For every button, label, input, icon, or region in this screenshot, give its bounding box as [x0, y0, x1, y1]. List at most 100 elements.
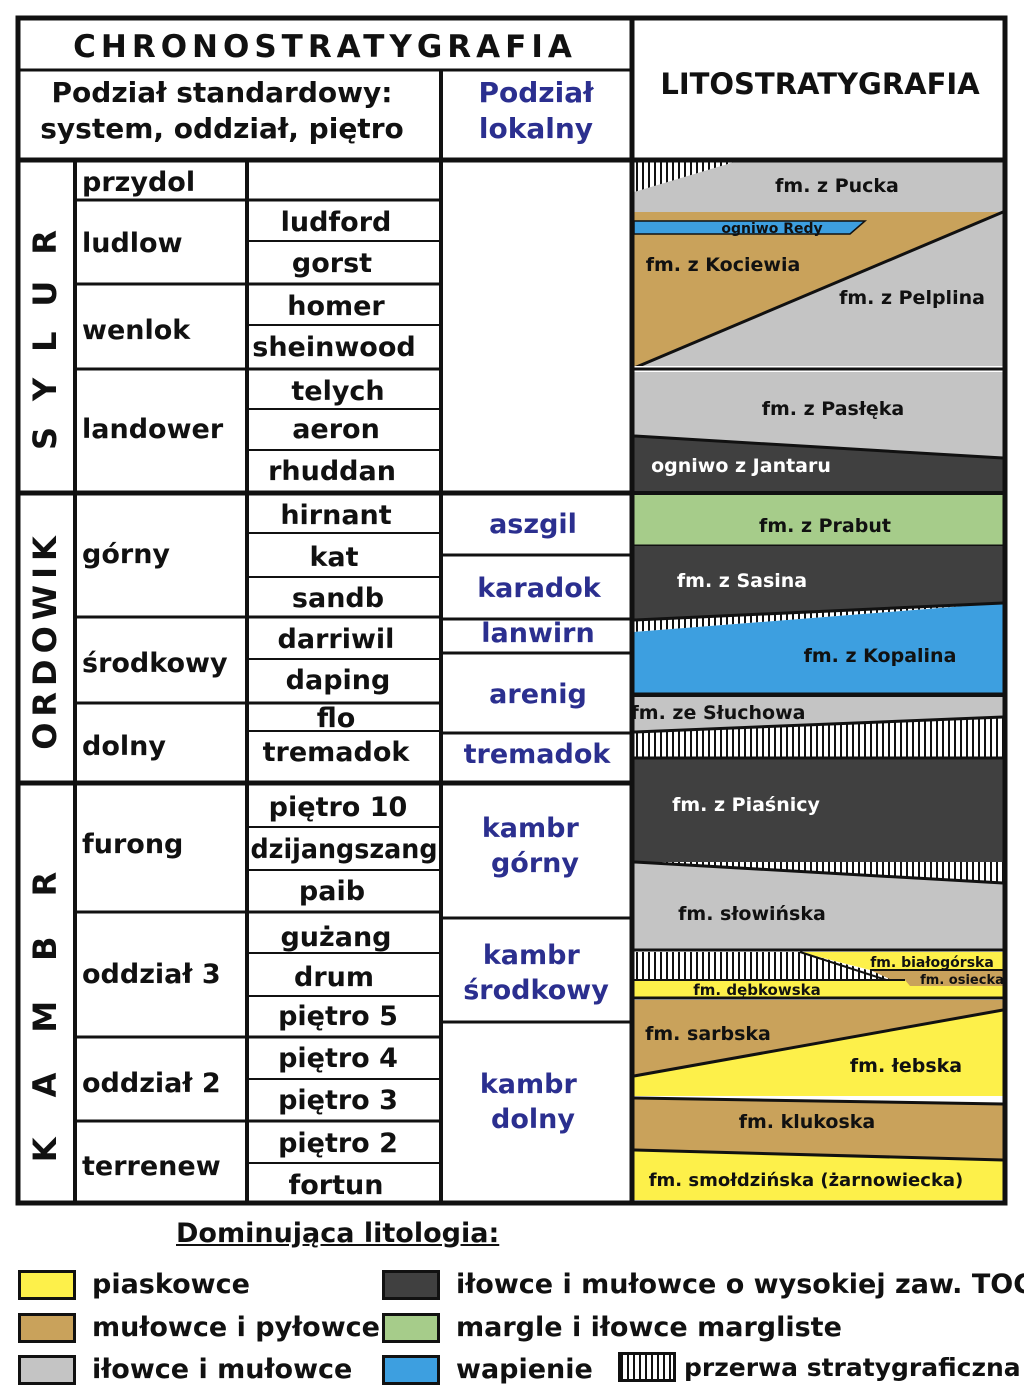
series: przydol ludlow wenlok landower górny śro…	[82, 167, 228, 1182]
system-kambr: KAMBR	[26, 832, 64, 1162]
series-dolny: dolny	[82, 731, 166, 762]
series-terrenew: terrenew	[82, 1151, 221, 1182]
formation-debkowska	[634, 980, 1003, 998]
legend-swatch-claystone	[18, 1354, 76, 1385]
label-debkowska: fm. dębkowska	[693, 981, 821, 999]
label-jantaru: ogniwo z Jantaru	[651, 455, 831, 477]
local-kambr-gorny: kambr górny	[482, 813, 588, 879]
stage: homer	[287, 291, 385, 322]
stage: gorst	[292, 248, 372, 279]
legend-swatch-marl	[382, 1312, 440, 1343]
system-ordowik: ORDOWIK	[26, 530, 64, 750]
label-kociewia: fm. z Kociewia	[646, 254, 801, 276]
legend-label: wapienie	[456, 1354, 593, 1385]
local-tremadok: tremadok	[464, 739, 612, 770]
stage: fortun	[289, 1170, 384, 1201]
legend-item-toc: iłowce i mułowce o wysokiej zaw. TOC	[382, 1269, 1024, 1300]
formation-kopalina	[634, 603, 1003, 694]
gap-bialogorska	[634, 952, 905, 980]
label-smoldzinska: fm. smołdzińska (żarnowiecka)	[649, 1170, 964, 1191]
label-osiecka: fm. osiecka	[920, 973, 1004, 988]
stage: telych	[291, 376, 384, 407]
gap-sluchowa	[634, 717, 1003, 760]
local-kambr-srodkowy-text: kambr	[483, 940, 581, 971]
local-karadok: karadok	[477, 573, 602, 604]
stage: gużang	[280, 922, 391, 953]
label-pasleka: fm. z Pasłęka	[762, 398, 905, 420]
stage: aeron	[292, 414, 380, 445]
stage: piętro 4	[278, 1043, 398, 1074]
label-pucka: fm. z Pucka	[775, 175, 899, 197]
legend-item-mudstone: mułowce i pyłowce	[18, 1312, 380, 1343]
system-sylur: SYLUR	[26, 204, 64, 450]
stage: tremadok	[263, 737, 411, 768]
header-local-line2: lokalny	[479, 112, 593, 145]
stage: paib	[299, 876, 365, 907]
series-ludlow: ludlow	[82, 228, 183, 259]
header-chrono: CHRONOSTRATYGRAFIA	[73, 29, 577, 65]
stage: dzijangszang	[251, 834, 438, 865]
legend-swatch-gap	[618, 1352, 676, 1382]
formation-slowinska	[634, 862, 1003, 950]
stage: kat	[309, 542, 358, 573]
stage: hirnant	[280, 500, 391, 531]
header-local-line1: Podział	[479, 76, 595, 109]
stage: ludford	[281, 207, 392, 238]
formation-sarbska	[634, 1000, 1003, 1076]
stage: darriwil	[278, 624, 395, 655]
local-lanwirn: lanwirn	[481, 618, 594, 649]
formation-pasleka	[634, 372, 1003, 458]
formation-sluchowa	[634, 697, 1003, 732]
series-oddzial-3: oddział 3	[82, 959, 221, 990]
legend-label: iłowce i mułowce	[92, 1354, 353, 1385]
stage: piętro 5	[278, 1001, 398, 1032]
stages: ludford gorst homer sheinwood telych aer…	[251, 207, 438, 1201]
label-kopalina: fm. z Kopalina	[804, 645, 957, 667]
series-przydol: przydol	[82, 167, 195, 198]
stage: sheinwood	[252, 332, 415, 363]
header-standard-line2: system, oddział, piętro	[40, 112, 403, 145]
legend-title: Dominująca litologia:	[176, 1218, 500, 1249]
formation-labels: fm. z Pucka ogniwo Redy fm. z Kociewia f…	[631, 175, 1004, 1191]
stage: daping	[286, 665, 391, 696]
systems: SYLUR ORDOWIK KAMBR	[26, 204, 64, 1162]
formation-lebska	[634, 1010, 1003, 1096]
legend-swatch-sandstone	[18, 1269, 76, 1300]
stage: piętro 2	[278, 1128, 398, 1159]
legend-label: mułowce i pyłowce	[92, 1312, 380, 1343]
legend-swatch-toc	[382, 1269, 440, 1300]
local-kambr-dolny: kambr dolny	[480, 1069, 586, 1135]
legend-swatch-limestone	[382, 1354, 440, 1385]
legend-swatch-mudstone	[18, 1312, 76, 1343]
label-piasnicy: fm. z Piaśnicy	[672, 794, 820, 816]
local-kambr-gorny-text: kambr	[482, 813, 580, 844]
formation-prabut	[634, 494, 1003, 546]
series-wenlok: wenlok	[82, 315, 191, 346]
label-lebska: fm. łebska	[850, 1055, 962, 1077]
legend-label: iłowce i mułowce o wysokiej zaw. TOC	[456, 1269, 1024, 1300]
label-pelplina: fm. z Pelplina	[839, 287, 985, 309]
formation-sasina	[634, 546, 1003, 620]
stage: flo	[317, 703, 356, 734]
series-gorny: górny	[82, 539, 170, 570]
table-grid	[15, 15, 1008, 1206]
label-klukoska: fm. klukoska	[739, 1111, 876, 1133]
header-lito: LITOSTRATYGRAFIA	[660, 67, 980, 101]
header-standard-line1: Podział standardowy:	[52, 76, 393, 109]
local-kambr-srodkowy-text-line2: środkowy	[463, 975, 609, 1006]
formation-smoldzinska	[634, 1150, 1003, 1200]
member-jantaru	[634, 436, 1003, 492]
local-division: aszgil karadok lanwirn arenig tremadok k…	[463, 509, 611, 1135]
legend-label: margle i iłowce margliste	[456, 1312, 842, 1343]
formation-klukoska	[634, 1098, 1003, 1160]
label-sarbska: fm. sarbska	[645, 1023, 771, 1045]
local-kambr-srodkowy: kambr środkowy	[463, 940, 609, 1006]
series-furong: furong	[82, 829, 183, 860]
formation-pucka	[634, 160, 1003, 212]
legend-label: przerwa stratygraficzna	[684, 1352, 1021, 1382]
legend-label: piaskowce	[92, 1269, 250, 1300]
local-kambr-dolny-text: kambr	[480, 1069, 578, 1100]
legend-item-marl: margle i iłowce margliste	[382, 1312, 842, 1343]
local-kambr-dolny-text-line2: dolny	[491, 1104, 575, 1135]
